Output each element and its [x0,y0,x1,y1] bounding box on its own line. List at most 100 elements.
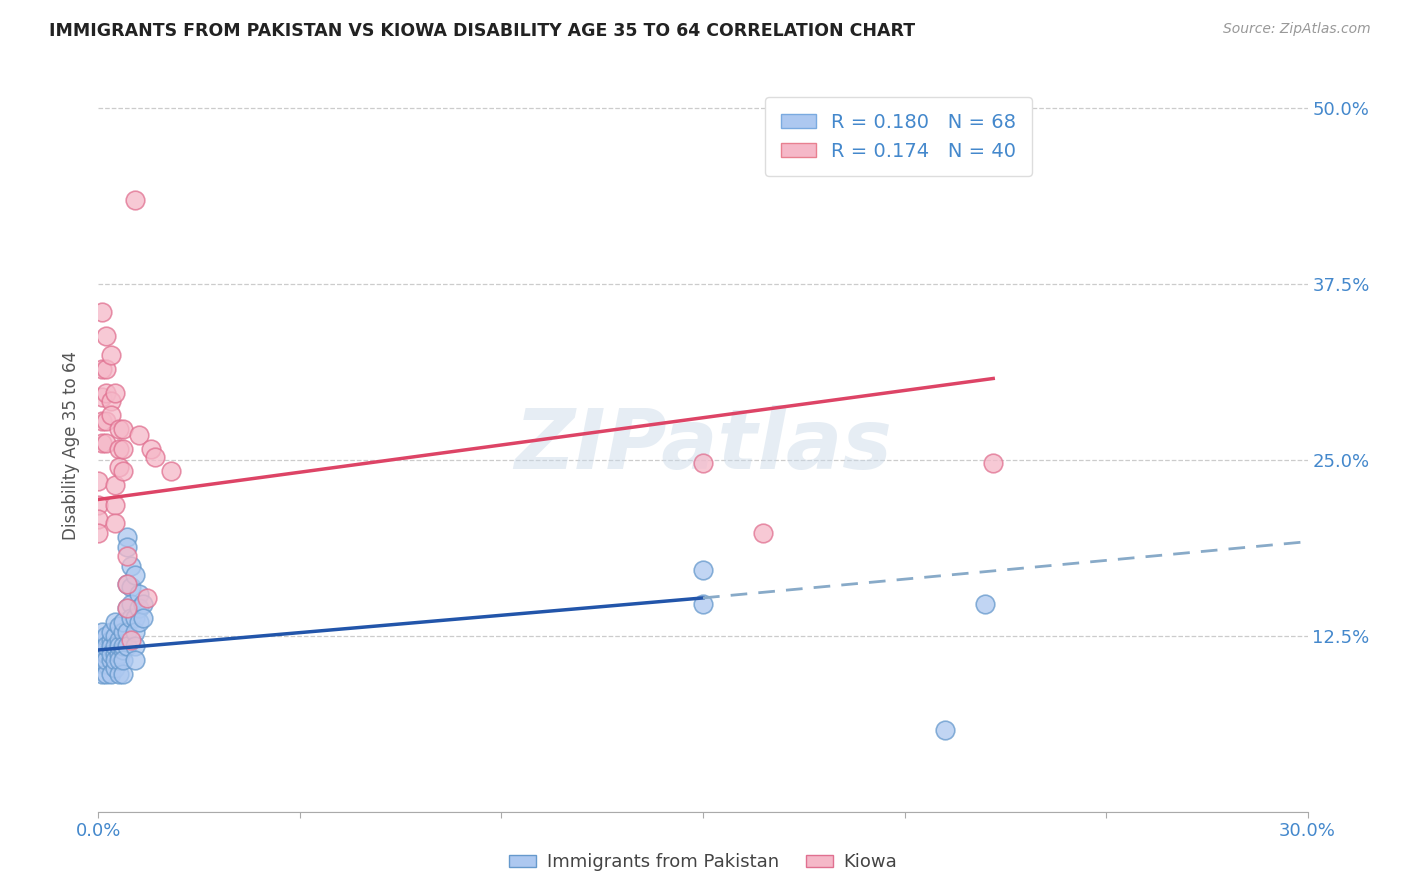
Point [135,591,157,605]
Point [103,639,125,653]
Legend: R = 0.180   N = 68, R = 0.174   N = 40: R = 0.180 N = 68, R = 0.174 N = 40 [765,97,1032,176]
Point [115,600,138,615]
Point [124,193,146,207]
Point [107,666,129,681]
Point [103,661,125,675]
Point [103,478,125,492]
Point [96,639,118,653]
Point [128,427,150,442]
Point [692,597,714,611]
Point [91,657,114,671]
Point [115,549,138,563]
Point [87,512,110,526]
Point [124,624,146,639]
Point [107,619,129,633]
Point [96,666,118,681]
Point [111,666,134,681]
Point [139,442,162,456]
Point [132,597,155,611]
Text: Source: ZipAtlas.com: Source: ZipAtlas.com [1223,22,1371,37]
Point [96,361,118,376]
Point [128,600,150,615]
Point [100,639,122,653]
Point [100,624,122,639]
Point [107,639,129,653]
Point [96,629,118,643]
Point [91,633,114,648]
Point [91,414,114,428]
Point [96,657,118,671]
Point [128,615,150,629]
Point [96,639,118,653]
Point [124,653,146,667]
Point [103,498,125,512]
Point [96,329,118,343]
Point [692,563,714,577]
Point [115,530,138,544]
Point [132,610,155,624]
Point [120,580,142,594]
Point [124,610,146,624]
Point [91,639,114,653]
Point [111,653,134,667]
Point [124,568,146,582]
Point [111,464,134,478]
Legend: Immigrants from Pakistan, Kiowa: Immigrants from Pakistan, Kiowa [502,847,904,879]
Point [107,460,129,475]
Point [91,666,114,681]
Point [100,666,122,681]
Point [124,639,146,653]
Point [91,361,114,376]
Point [107,442,129,456]
Point [87,647,110,661]
Point [934,723,956,738]
Point [87,636,110,650]
Point [100,348,122,362]
Point [96,385,118,400]
Point [91,390,114,404]
Point [981,456,1004,470]
Point [120,633,142,648]
Point [103,647,125,661]
Point [100,633,122,648]
Point [96,643,118,657]
Point [103,516,125,531]
Point [103,385,125,400]
Point [96,436,118,450]
Point [91,624,114,639]
Point [143,450,166,465]
Point [87,653,110,667]
Point [111,442,134,456]
Point [91,436,114,450]
Point [91,653,114,667]
Point [87,526,110,541]
Point [96,647,118,661]
Text: ZIPatlas: ZIPatlas [515,406,891,486]
Point [103,615,125,629]
Point [111,624,134,639]
Point [100,647,122,661]
Point [120,597,142,611]
Point [91,643,114,657]
Point [100,653,122,667]
Point [100,408,122,422]
Point [103,653,125,667]
Point [107,633,129,648]
Point [100,394,122,409]
Point [115,600,138,615]
Point [107,422,129,436]
Point [111,639,134,653]
Point [115,541,138,555]
Point [692,456,714,470]
Point [120,558,142,573]
Point [120,610,142,624]
Point [115,639,138,653]
Point [111,643,134,657]
Point [107,647,129,661]
Point [128,587,150,601]
Point [96,414,118,428]
Point [87,498,110,512]
Point [115,624,138,639]
Point [91,650,114,665]
Point [115,577,138,591]
